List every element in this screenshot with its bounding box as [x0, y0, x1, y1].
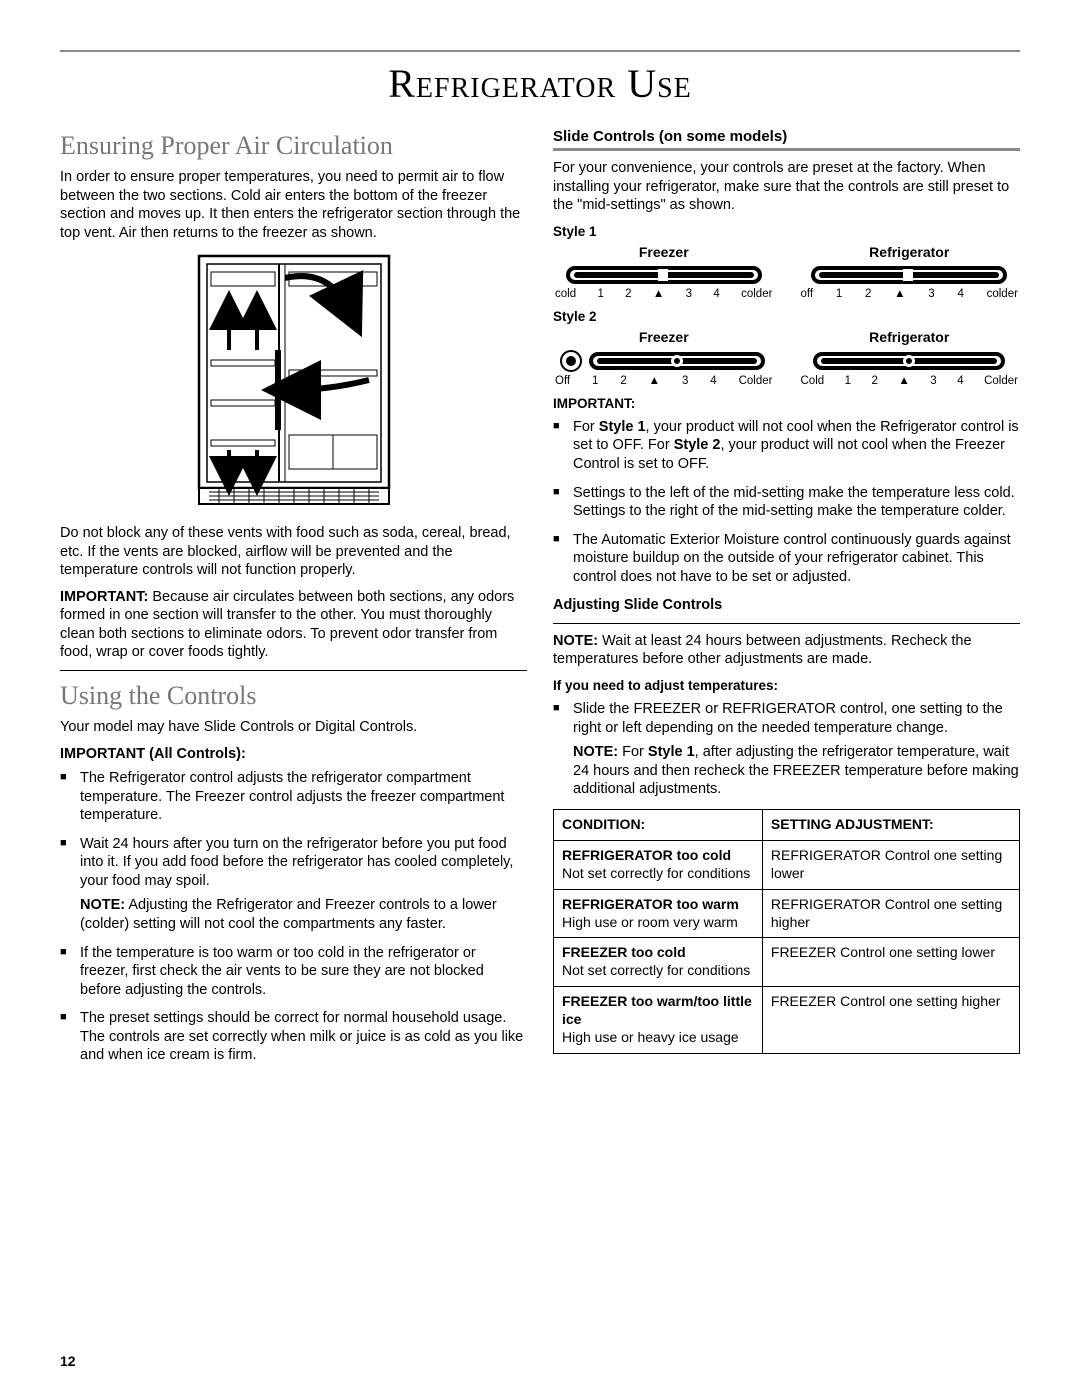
important-all-controls: IMPORTANT (All Controls): [60, 745, 527, 764]
adjust-bullet-text: Slide the FREEZER or REFRIGERATOR contro… [573, 701, 1003, 736]
style2-fridge-slider: Refrigerator Cold12▲34Colder [799, 329, 1021, 389]
style2-freezer-slider: Freezer Off12▲34Colder [553, 329, 775, 389]
left-column: Ensuring Proper Air Circulation In order… [60, 125, 527, 1075]
page-number: 12 [60, 1353, 76, 1369]
slide-important-list: For Style 1, your product will not cool … [553, 418, 1020, 586]
right-column: Slide Controls (on some models) For your… [553, 125, 1020, 1075]
style1-slider-row: Freezer cold12▲34colder Refrigerator [553, 244, 1020, 302]
two-column-layout: Ensuring Proper Air Circulation In order… [60, 125, 1020, 1075]
adjust-note-text: Wait at least 24 hours between adjustmen… [553, 633, 972, 668]
table-cell: FREEZER too coldNot set correctly for co… [554, 938, 763, 987]
note-paragraph: NOTE: For Style 1, after adjusting the r… [573, 743, 1020, 799]
table-cell: REFRIGERATOR too warmHigh use or room ve… [554, 889, 763, 938]
note-text: Adjusting the Refrigerator and Freezer c… [80, 897, 497, 932]
table-row: REFRIGERATOR too warmHigh use or room ve… [554, 889, 1020, 938]
freezer-label: Freezer [553, 329, 775, 347]
all-controls-list: The Refrigerator control adjusts the ref… [60, 769, 527, 1065]
table-header: CONDITION: [554, 809, 763, 840]
table-cell: FREEZER Control one setting lower [762, 938, 1019, 987]
divider [60, 670, 527, 671]
fridge-label: Refrigerator [799, 244, 1021, 262]
list-item: The Automatic Exterior Moisture control … [573, 531, 1020, 587]
freezer-label: Freezer [553, 244, 775, 262]
airflow-diagram [60, 250, 527, 516]
style2-fridge-scale: Cold12▲34Colder [799, 374, 1021, 389]
slide-intro-paragraph: For your convenience, your controls are … [553, 159, 1020, 215]
list-item: Slide the FREEZER or REFRIGERATOR contro… [573, 700, 1020, 799]
list-item: Settings to the left of the mid-setting … [573, 484, 1020, 521]
style2-slider-row: Freezer Off12▲34Colder Refrigerator [553, 329, 1020, 389]
table-cell: FREEZER too warm/too little iceHigh use … [554, 987, 763, 1054]
style1-freezer-scale: cold12▲34colder [553, 287, 775, 302]
list-item: The preset settings should be correct fo… [80, 1009, 527, 1065]
adjustment-table: CONDITION: SETTING ADJUSTMENT: REFRIGERA… [553, 809, 1020, 1054]
heading-air-circulation: Ensuring Proper Air Circulation [60, 129, 527, 162]
top-rule [60, 50, 1020, 52]
note-paragraph: NOTE: Adjusting the Refrigerator and Fre… [80, 896, 527, 933]
table-cell: REFRIGERATOR Control one setting lower [762, 840, 1019, 889]
table-row: FREEZER too warm/too little iceHigh use … [554, 987, 1020, 1054]
table-header: SETTING ADJUSTMENT: [762, 809, 1019, 840]
table-cell: FREEZER Control one setting higher [762, 987, 1019, 1054]
controls-intro-paragraph: Your model may have Slide Controls or Di… [60, 718, 527, 737]
fridge-label: Refrigerator [799, 329, 1021, 347]
list-item-text: Wait 24 hours after you turn on the refr… [80, 836, 513, 889]
table-row: REFRIGERATOR too coldNot set correctly f… [554, 840, 1020, 889]
list-item: Wait 24 hours after you turn on the refr… [80, 835, 527, 934]
style1-fridge-slider: Refrigerator off12▲34colder [799, 244, 1021, 302]
adjusting-heading: Adjusting Slide Controls [553, 596, 1020, 615]
if-need-heading: If you need to adjust temperatures: [553, 677, 1020, 694]
air-important-paragraph: IMPORTANT: Because air circulates betwee… [60, 588, 527, 662]
grey-rule [553, 148, 1020, 151]
air-block-paragraph: Do not block any of these vents with foo… [60, 524, 527, 580]
slide-controls-heading: Slide Controls (on some models) [553, 127, 1020, 146]
style2-freezer-scale: Off12▲34Colder [553, 374, 775, 389]
style2-label: Style 2 [553, 308, 1020, 325]
table-header-row: CONDITION: SETTING ADJUSTMENT: [554, 809, 1020, 840]
adjust-list: Slide the FREEZER or REFRIGERATOR contro… [553, 700, 1020, 799]
important-label: IMPORTANT: [60, 589, 148, 605]
adjust-note-paragraph: NOTE: Wait at least 24 hours between adj… [553, 632, 1020, 669]
heading-using-controls: Using the Controls [60, 679, 527, 712]
note-label: NOTE: [80, 897, 125, 913]
list-item: If the temperature is too warm or too co… [80, 944, 527, 1000]
list-item: For Style 1, your product will not cool … [573, 418, 1020, 474]
style1-label: Style 1 [553, 223, 1020, 240]
list-item: The Refrigerator control adjusts the ref… [80, 769, 527, 825]
table-cell: REFRIGERATOR too coldNot set correctly f… [554, 840, 763, 889]
page-title: Refrigerator Use [60, 60, 1020, 107]
style1-fridge-scale: off12▲34colder [799, 287, 1021, 302]
note-label: NOTE: [553, 633, 598, 649]
important-label: IMPORTANT: [553, 395, 1020, 412]
table-cell: REFRIGERATOR Control one setting higher [762, 889, 1019, 938]
style1-freezer-slider: Freezer cold12▲34colder [553, 244, 775, 302]
divider [553, 623, 1020, 624]
table-row: FREEZER too coldNot set correctly for co… [554, 938, 1020, 987]
air-intro-paragraph: In order to ensure proper temperatures, … [60, 168, 527, 242]
note-label: NOTE: [573, 744, 618, 760]
